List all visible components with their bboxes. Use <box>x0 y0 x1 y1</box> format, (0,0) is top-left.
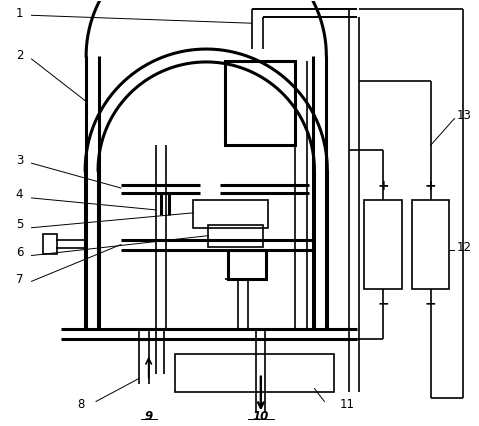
Text: 5: 5 <box>16 218 23 231</box>
Text: −: − <box>425 296 436 310</box>
Bar <box>225 61 295 145</box>
Text: 8: 8 <box>78 398 85 411</box>
Text: 6: 6 <box>16 246 23 259</box>
Text: +: + <box>425 179 436 193</box>
Bar <box>44 234 57 253</box>
Bar <box>208 225 263 247</box>
Text: 10: 10 <box>253 410 269 423</box>
Text: 12: 12 <box>456 241 471 254</box>
Text: +: + <box>377 179 389 193</box>
Bar <box>228 250 266 279</box>
Text: −: − <box>377 296 389 310</box>
Bar <box>364 200 402 289</box>
Bar <box>175 354 334 391</box>
Text: 11: 11 <box>340 398 355 411</box>
Bar <box>412 200 449 289</box>
Text: 13: 13 <box>456 109 471 122</box>
Text: 1: 1 <box>16 7 23 20</box>
Text: 7: 7 <box>16 273 23 286</box>
Text: 2: 2 <box>16 49 23 63</box>
Text: 3: 3 <box>16 154 23 167</box>
Bar <box>194 200 268 228</box>
Text: 9: 9 <box>145 410 153 423</box>
Text: 4: 4 <box>16 188 23 201</box>
